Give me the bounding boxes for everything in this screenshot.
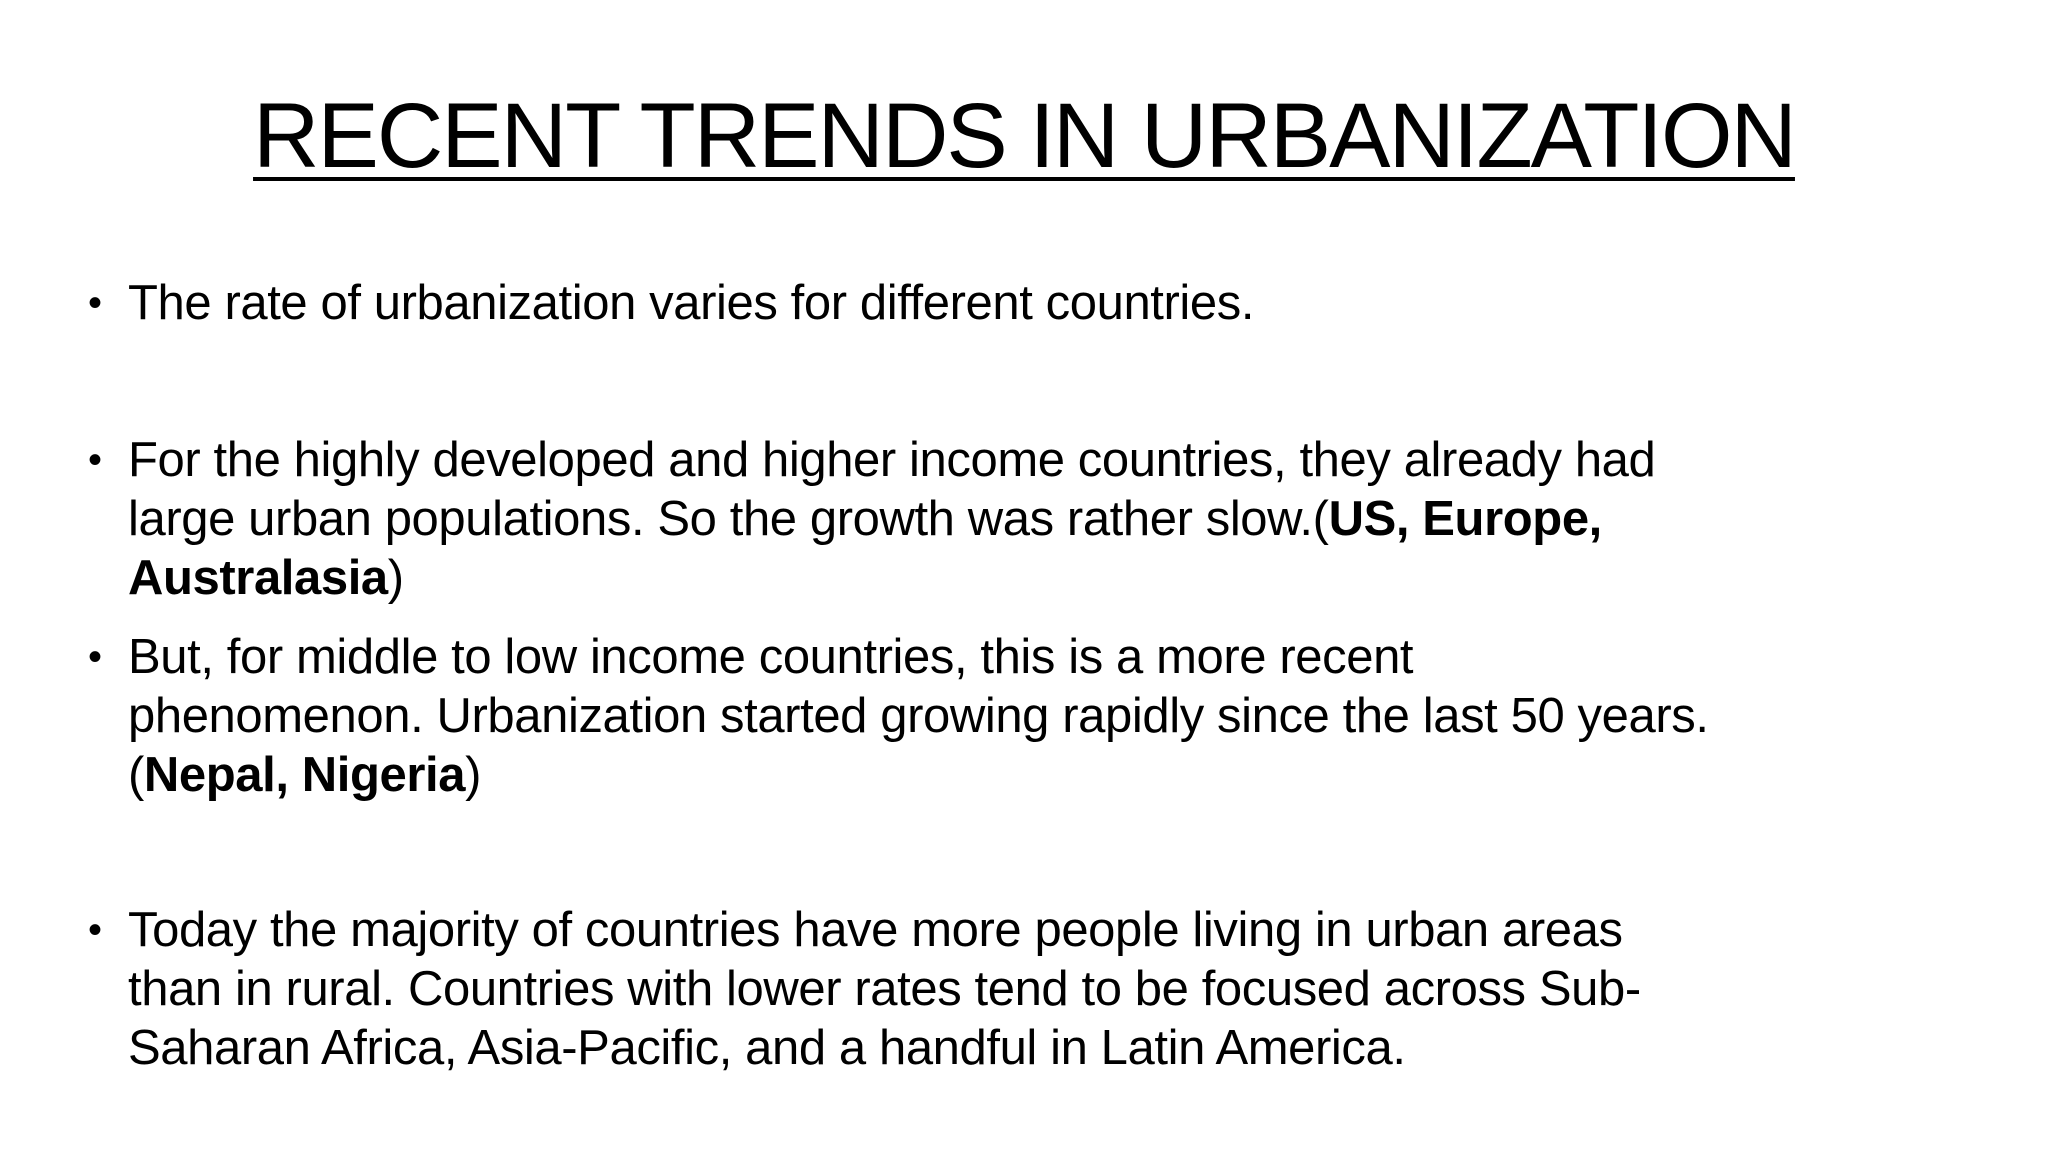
bullet-line: The rate of urbanization varies for diff… <box>128 276 1255 330</box>
bullet-line-text: large urban populations. So the growth w… <box>128 492 1329 546</box>
bullet-line-text: ) <box>387 551 404 605</box>
bullet-icon: • <box>88 635 102 679</box>
bullet-line-text: ( <box>128 748 144 802</box>
bullet-line-bold: Nepal, Nigeria <box>143 748 466 802</box>
bullet-icon: • <box>88 281 102 325</box>
slide-title-text: RECENT TRENDS IN URBANIZATION <box>253 85 1797 187</box>
slide-title: RECENT TRENDS IN URBANIZATION <box>0 85 2048 187</box>
bullet-line: large urban populations. So the growth w… <box>128 490 1988 549</box>
bullet-line: Australasia) <box>128 549 1988 608</box>
bullet-line-text: ) <box>465 748 482 802</box>
bullet-line-bold: Australasia <box>128 551 388 605</box>
bullet-line: than in rural. Countries with lower rate… <box>128 962 1641 1016</box>
bullet-text: The rate of urbanization varies for diff… <box>128 274 1988 333</box>
bullet-text: Today the majority of countries have mor… <box>128 901 1988 1078</box>
bullet-icon: • <box>88 908 102 952</box>
bullet-line: But, for middle to low income countries,… <box>128 630 1414 684</box>
bullet-line-bold: US, Europe, <box>1328 492 1603 546</box>
bullet-line: Today the majority of countries have mor… <box>128 903 1623 957</box>
bullet-line: Saharan Africa, Asia-Pacific, and a hand… <box>128 1021 1406 1075</box>
bullet-text: But, for middle to low income countries,… <box>128 628 1988 805</box>
bullet-line: phenomenon. Urbanization started growing… <box>128 689 1709 743</box>
bullet-line: For the highly developed and higher inco… <box>128 433 1656 487</box>
bullet-line: (Nepal, Nigeria) <box>128 746 1988 805</box>
bullet-icon: • <box>88 438 102 482</box>
bullet-text: For the highly developed and higher inco… <box>128 431 1988 608</box>
